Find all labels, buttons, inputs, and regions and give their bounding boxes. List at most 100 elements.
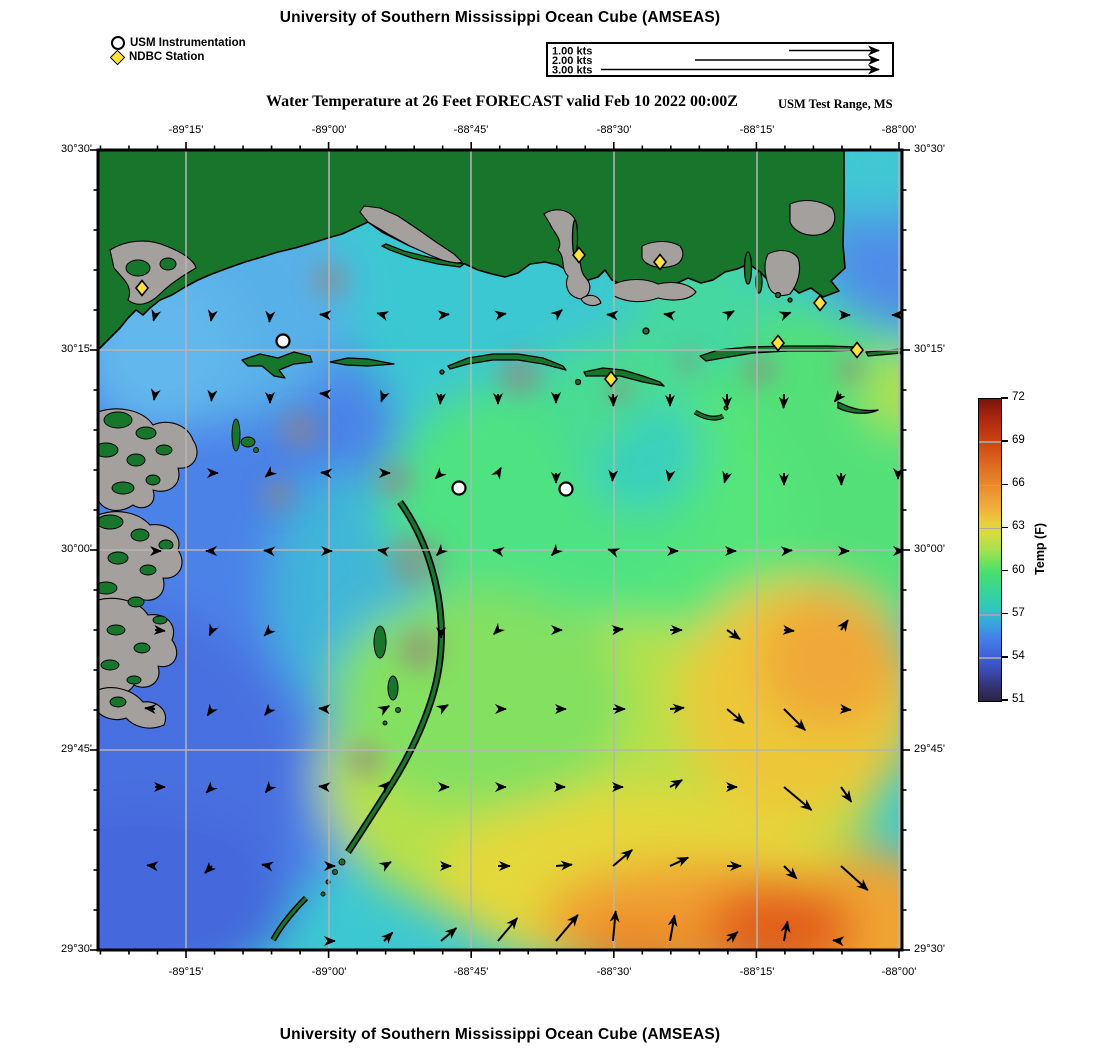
sediment-blob [498,353,542,397]
current-arrow [669,856,690,867]
lon-label: -88°30' [596,966,632,978]
colorbar-tick-label: 66 [1012,477,1025,490]
temperature-blob [98,810,290,950]
current-arrow [667,914,678,942]
current-arrow [264,703,276,716]
current-arrow [437,310,450,321]
speed-scale-label: 2.00 kts [552,55,592,67]
map-frame [96,148,904,952]
colorbar-tick-label: 51 [1012,693,1025,705]
usm-circle-icon [111,36,125,50]
sediment-blob [398,628,442,672]
current-arrow [376,311,390,321]
current-arrow [722,470,733,484]
current-arrow [204,861,217,874]
temperature-blob [865,350,902,430]
colorbar-gridline [979,657,1001,659]
current-arrow [263,546,276,557]
ndbc-station-marker [652,253,668,271]
current-arrow [726,708,745,724]
current-arrow [606,310,619,321]
ndbc-station-marker [603,370,619,388]
lon-label: -88°30' [596,124,632,136]
sediment-blob [377,462,413,498]
ndbc-station-marker [849,341,865,359]
ndbc-station-marker [812,294,828,312]
sediment-blob [744,354,776,386]
current-arrow [380,389,390,403]
current-arrow [205,781,218,794]
island-pelican [837,401,879,414]
island-horn [447,353,567,371]
usm-station-marker [558,481,574,497]
current-arrow [144,704,157,715]
colorbar-gridline [979,441,1001,443]
colorbar-gridline [979,484,1001,486]
current-arrow [497,917,519,942]
lat-label: 30°30' [61,143,92,155]
current-arrow [839,703,852,714]
region-label: USM Test Range, MS [778,97,893,111]
colorbar-tick-label: 69 [1012,434,1025,447]
lon-label: -89°00' [311,124,347,136]
colorbar-tick [1001,397,1008,399]
current-arrow [782,624,795,635]
temperature-blob [330,590,630,810]
lon-label: -88°15' [739,966,775,978]
colorbar-gridline [979,527,1001,530]
colorbar-title: Temp (F) [1033,523,1047,575]
colorbar-gridline [979,614,1001,616]
current-arrow [440,927,458,942]
current-arrow [778,311,792,322]
current-arrow [669,779,683,790]
colorbar-tick [1001,612,1008,615]
current-arrow [208,623,219,637]
lat-label: 30°15' [914,343,945,355]
current-arrow [377,781,390,794]
current-arrow [555,914,579,942]
island-cat [241,351,313,379]
current-arrow [151,308,162,322]
current-arrow [493,622,506,635]
lon-label: -89°15' [168,966,204,978]
island-deer [381,243,465,268]
current-arrow [726,931,739,943]
current-arrow [153,624,166,635]
lon-label: -88°00' [881,124,917,136]
sediment-smudges [262,262,864,778]
current-arrow [263,624,276,637]
ndbc-station-marker [770,334,786,352]
current-arrow [207,389,218,402]
chandeleur-islands [270,409,725,942]
colorbar-tick-label: 72 [1012,391,1025,403]
current-arrow [206,703,218,717]
lon-label: -88°15' [739,124,775,136]
colorbar-gridline [979,570,1001,573]
current-arrow [146,861,159,872]
current-arrow [378,861,392,872]
current-arrow [609,910,620,942]
colorbar-tick-label: 60 [1012,563,1025,576]
current-speed-scale: 1.00 kts 2.00 kts 3.00 kts [546,42,894,77]
footer-title: University of Southern Mississippi Ocean… [279,1026,721,1043]
current-arrow [436,543,449,556]
sediment-blob [262,479,294,511]
temperature-blob [705,882,855,950]
lon-label: -89°15' [168,124,204,136]
current-arrow [264,780,277,794]
current-vectors [144,308,902,947]
station-legend: USM Instrumentation NDBC Station [109,36,246,65]
current-arrow [783,708,806,731]
colorbar-tick [1001,440,1008,442]
map-canvas [90,142,910,958]
ndbc-station-marker [134,279,150,297]
current-arrow [318,782,331,793]
legend-item-label: NDBC Station [129,51,205,63]
current-arrow [783,865,798,880]
current-arrow [264,465,278,478]
marsh-green-islets [98,257,259,708]
current-arrow [780,920,791,942]
colorbar [978,398,1002,702]
current-arrow [550,309,563,321]
